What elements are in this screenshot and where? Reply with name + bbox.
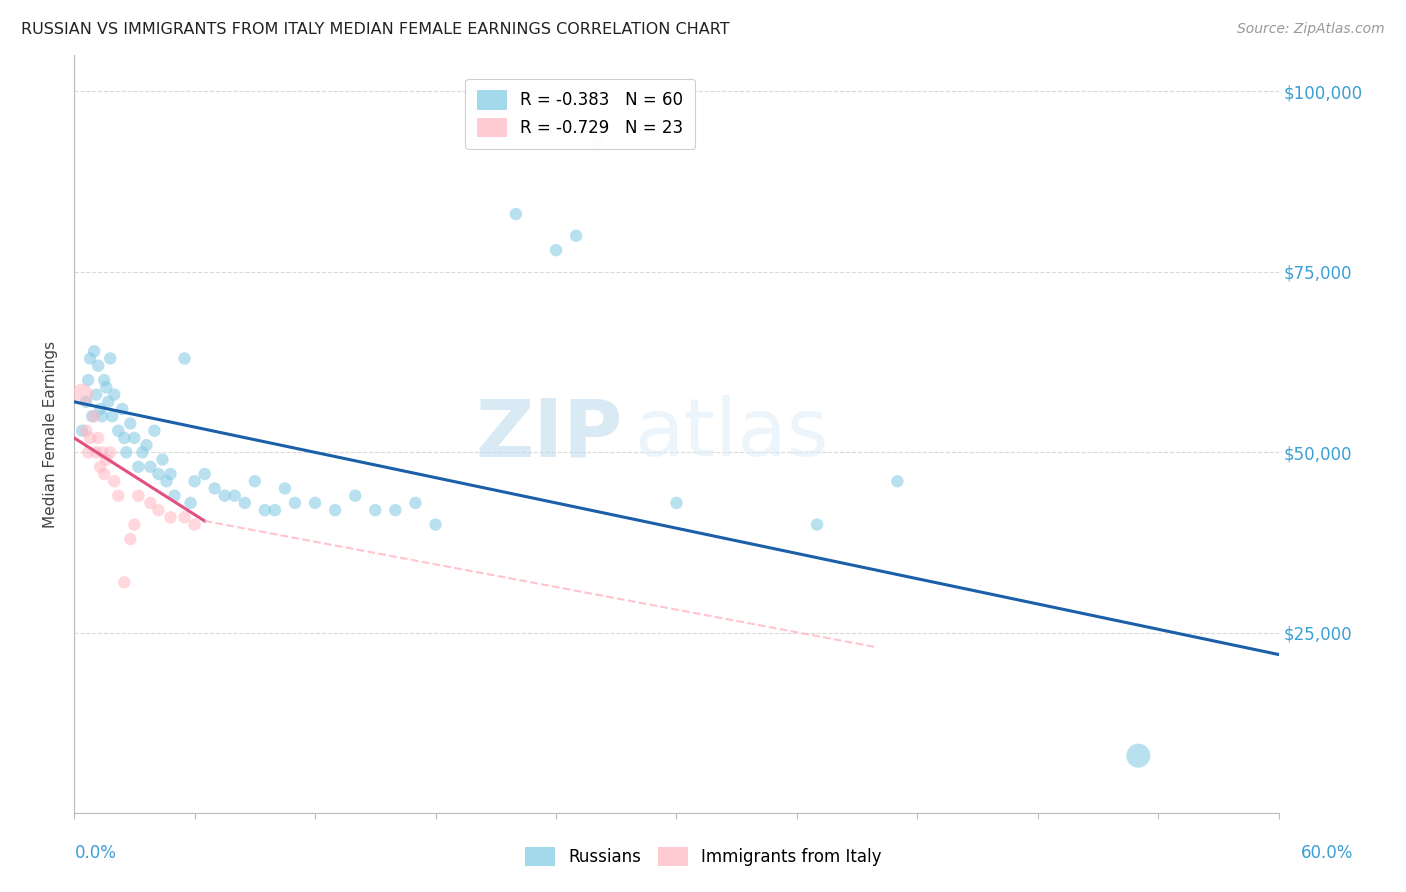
Point: [224, 489, 246, 503]
Point: [70, 424, 93, 438]
Point: [93, 467, 115, 481]
Point: [173, 351, 195, 366]
Point: [364, 503, 387, 517]
Point: [103, 475, 125, 489]
Point: [89, 459, 111, 474]
Point: [107, 489, 129, 503]
Point: [233, 496, 256, 510]
Point: [89, 402, 111, 417]
Point: [98, 445, 121, 459]
Point: [124, 431, 146, 445]
Point: [87, 359, 110, 373]
Point: [253, 503, 276, 517]
Point: [77, 373, 100, 387]
Point: [97, 394, 120, 409]
Point: [163, 489, 186, 503]
Point: [152, 452, 174, 467]
Text: ZIP: ZIP: [475, 395, 623, 474]
Point: [204, 482, 226, 496]
Point: [107, 424, 129, 438]
Point: [103, 387, 125, 401]
Text: atlas: atlas: [634, 395, 828, 474]
Point: [665, 496, 688, 510]
Point: [544, 243, 567, 257]
Point: [148, 467, 170, 481]
Point: [91, 409, 114, 424]
Point: [82, 409, 104, 424]
Point: [135, 438, 157, 452]
Point: [194, 467, 217, 481]
Text: Source: ZipAtlas.com: Source: ZipAtlas.com: [1237, 22, 1385, 37]
Text: 0.0%: 0.0%: [75, 844, 117, 862]
Point: [127, 459, 149, 474]
Point: [83, 409, 105, 424]
Point: [75, 424, 97, 438]
Point: [120, 532, 142, 546]
Y-axis label: Median Female Earnings: Median Female Earnings: [44, 341, 58, 528]
Point: [183, 517, 205, 532]
Point: [585, 135, 607, 149]
Point: [79, 431, 101, 445]
Legend: R = -0.383   N = 60, R = -0.729   N = 23: R = -0.383 N = 60, R = -0.729 N = 23: [465, 78, 695, 149]
Point: [127, 489, 149, 503]
Point: [384, 503, 406, 517]
Point: [96, 452, 118, 467]
Point: [139, 496, 162, 510]
Point: [284, 496, 307, 510]
Point: [214, 489, 236, 503]
Point: [425, 517, 447, 532]
Point: [101, 409, 124, 424]
Point: [87, 431, 110, 445]
Point: [98, 351, 121, 366]
Point: [886, 475, 908, 489]
Point: [159, 467, 181, 481]
Point: [243, 475, 266, 489]
Point: [96, 380, 118, 394]
Point: [143, 424, 166, 438]
Point: [70, 387, 93, 401]
Point: [505, 207, 527, 221]
Point: [274, 482, 297, 496]
Point: [404, 496, 426, 510]
Point: [91, 445, 114, 459]
Point: [77, 445, 100, 459]
Point: [115, 445, 138, 459]
Point: [173, 510, 195, 524]
Point: [1128, 748, 1150, 763]
Point: [180, 496, 202, 510]
Point: [79, 351, 101, 366]
Point: [323, 503, 346, 517]
Point: [139, 459, 162, 474]
Point: [93, 373, 115, 387]
Point: [183, 475, 205, 489]
Legend: Russians, Immigrants from Italy: Russians, Immigrants from Italy: [517, 840, 889, 873]
Point: [148, 503, 170, 517]
Point: [84, 445, 107, 459]
Point: [120, 417, 142, 431]
Point: [112, 431, 135, 445]
Point: [344, 489, 367, 503]
Point: [304, 496, 326, 510]
Point: [155, 475, 177, 489]
Point: [83, 344, 105, 359]
Point: [264, 503, 287, 517]
Point: [75, 394, 97, 409]
Point: [131, 445, 153, 459]
Text: RUSSIAN VS IMMIGRANTS FROM ITALY MEDIAN FEMALE EARNINGS CORRELATION CHART: RUSSIAN VS IMMIGRANTS FROM ITALY MEDIAN …: [21, 22, 730, 37]
Point: [112, 575, 135, 590]
Point: [111, 402, 134, 417]
Point: [84, 387, 107, 401]
Point: [159, 510, 181, 524]
Point: [806, 517, 828, 532]
Point: [565, 228, 588, 243]
Point: [124, 517, 146, 532]
Text: 60.0%: 60.0%: [1301, 844, 1354, 862]
